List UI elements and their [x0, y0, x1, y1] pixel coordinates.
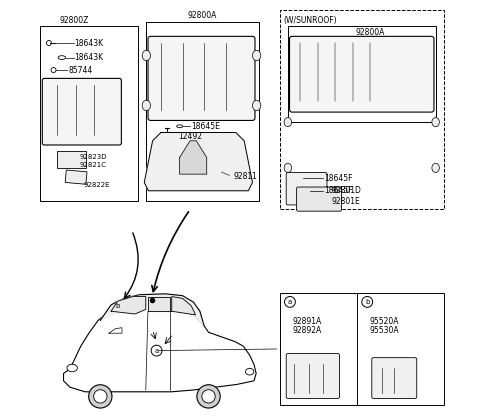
- Text: (W/SUNROOF): (W/SUNROOF): [284, 16, 337, 25]
- Bar: [279, 10, 444, 210]
- Ellipse shape: [245, 368, 254, 375]
- Text: 18643K: 18643K: [74, 53, 104, 62]
- Text: 92811: 92811: [234, 172, 258, 181]
- Polygon shape: [111, 297, 146, 314]
- Circle shape: [202, 390, 215, 403]
- Text: 92801D: 92801D: [332, 186, 361, 195]
- Circle shape: [51, 67, 56, 72]
- Text: 18645F: 18645F: [324, 174, 353, 183]
- Text: b: b: [116, 303, 120, 309]
- Polygon shape: [148, 297, 169, 311]
- Polygon shape: [172, 297, 195, 315]
- Ellipse shape: [284, 117, 292, 127]
- Text: 92800Z: 92800Z: [60, 16, 89, 25]
- Bar: [146, 22, 259, 201]
- Ellipse shape: [432, 117, 439, 127]
- Ellipse shape: [432, 163, 439, 173]
- FancyBboxPatch shape: [372, 358, 417, 398]
- Text: 92801E: 92801E: [332, 197, 360, 206]
- Bar: [65, 170, 87, 184]
- Text: b: b: [365, 299, 370, 305]
- Text: 18645E: 18645E: [191, 122, 220, 131]
- Text: 18643K: 18643K: [74, 39, 104, 47]
- Bar: [288, 26, 436, 122]
- Circle shape: [94, 390, 107, 403]
- Ellipse shape: [177, 125, 182, 128]
- Text: 95520A: 95520A: [369, 317, 399, 326]
- Polygon shape: [180, 141, 207, 174]
- Polygon shape: [109, 328, 122, 333]
- Text: 95530A: 95530A: [369, 326, 399, 335]
- Ellipse shape: [58, 56, 66, 59]
- Text: 12492: 12492: [179, 132, 203, 141]
- Text: 85744: 85744: [68, 65, 92, 75]
- FancyBboxPatch shape: [286, 173, 327, 205]
- FancyBboxPatch shape: [42, 78, 121, 145]
- Polygon shape: [63, 305, 256, 392]
- Circle shape: [362, 297, 372, 307]
- Circle shape: [285, 297, 295, 307]
- Circle shape: [298, 176, 303, 181]
- Text: 18645F: 18645F: [324, 186, 353, 195]
- Circle shape: [113, 302, 122, 310]
- FancyBboxPatch shape: [286, 354, 339, 398]
- Bar: [40, 26, 138, 201]
- Text: 92891A: 92891A: [292, 317, 321, 326]
- Text: a: a: [288, 299, 292, 305]
- Text: 92822E: 92822E: [84, 181, 110, 188]
- Circle shape: [89, 385, 112, 408]
- Text: a: a: [155, 348, 159, 354]
- Bar: [279, 293, 444, 405]
- Circle shape: [47, 41, 51, 46]
- Ellipse shape: [304, 189, 310, 192]
- Text: 92892A: 92892A: [292, 326, 321, 335]
- Polygon shape: [144, 132, 252, 191]
- FancyBboxPatch shape: [289, 36, 434, 112]
- Ellipse shape: [284, 163, 292, 173]
- Ellipse shape: [142, 50, 151, 61]
- Ellipse shape: [252, 50, 261, 61]
- Ellipse shape: [252, 100, 261, 111]
- Ellipse shape: [67, 364, 77, 372]
- Polygon shape: [100, 294, 204, 326]
- Circle shape: [151, 345, 162, 356]
- Ellipse shape: [142, 100, 151, 111]
- Text: 92821C: 92821C: [80, 162, 107, 168]
- Text: 92800A: 92800A: [355, 28, 385, 37]
- FancyBboxPatch shape: [297, 187, 342, 211]
- Bar: [57, 151, 86, 168]
- FancyBboxPatch shape: [148, 36, 255, 120]
- Text: 92800A: 92800A: [188, 11, 217, 21]
- Circle shape: [197, 385, 220, 408]
- Text: 92823D: 92823D: [80, 155, 107, 160]
